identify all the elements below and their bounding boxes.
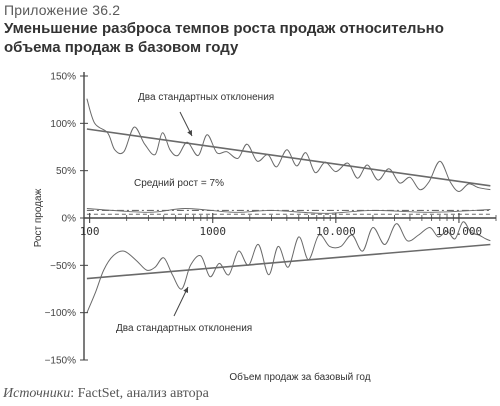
y-tick-label: −100% <box>45 308 77 319</box>
series-layer <box>86 98 491 313</box>
y-axis-label: Рост продаж <box>33 188 44 247</box>
text-layer: 150% 100% 50% 0% −50% −100% −150% 100 1000 10.000… <box>33 72 482 384</box>
y-tick-label: 50% <box>56 166 76 177</box>
x-tick-label: 100 <box>80 225 100 238</box>
x-axis-label: Объем продаж за базовый год <box>229 371 370 383</box>
y-tick-label: 150% <box>50 72 76 83</box>
x-tick-label: 100.000 <box>436 225 482 238</box>
y-tick-label: 0% <box>62 214 77 225</box>
y-tick-label: −150% <box>45 356 77 367</box>
upper-trend-line <box>86 128 491 187</box>
annotation-lower-band: Два стандартных отклонения <box>116 323 252 334</box>
x-tick-label: 10.000 <box>316 225 356 238</box>
y-tick-label: −50% <box>50 261 76 272</box>
mean-wavy-line <box>86 208 491 214</box>
arrow-lower-head <box>183 287 189 293</box>
axis-layer <box>80 72 497 361</box>
annotation-mean: Средний рост = 7% <box>134 178 224 189</box>
upper-band-line <box>86 98 491 192</box>
y-tick-label: 100% <box>50 119 76 130</box>
source-text: : FactSet, анализ автора <box>70 386 209 401</box>
chart-title: Уменьшение разброса темпов роста продаж … <box>4 20 444 56</box>
annotation-upper-band: Два стандартных отклонения <box>138 92 274 103</box>
source-prefix: Источники <box>3 386 71 401</box>
source-note: Источники: FactSet, анализ автора <box>3 386 209 402</box>
lower-band-line <box>86 221 491 313</box>
arrow-upper-head <box>187 130 192 136</box>
lower-trend-line <box>86 243 491 280</box>
appendix-label: Приложение 36.2 <box>4 2 121 18</box>
x-tick-label: 1000 <box>199 225 226 238</box>
